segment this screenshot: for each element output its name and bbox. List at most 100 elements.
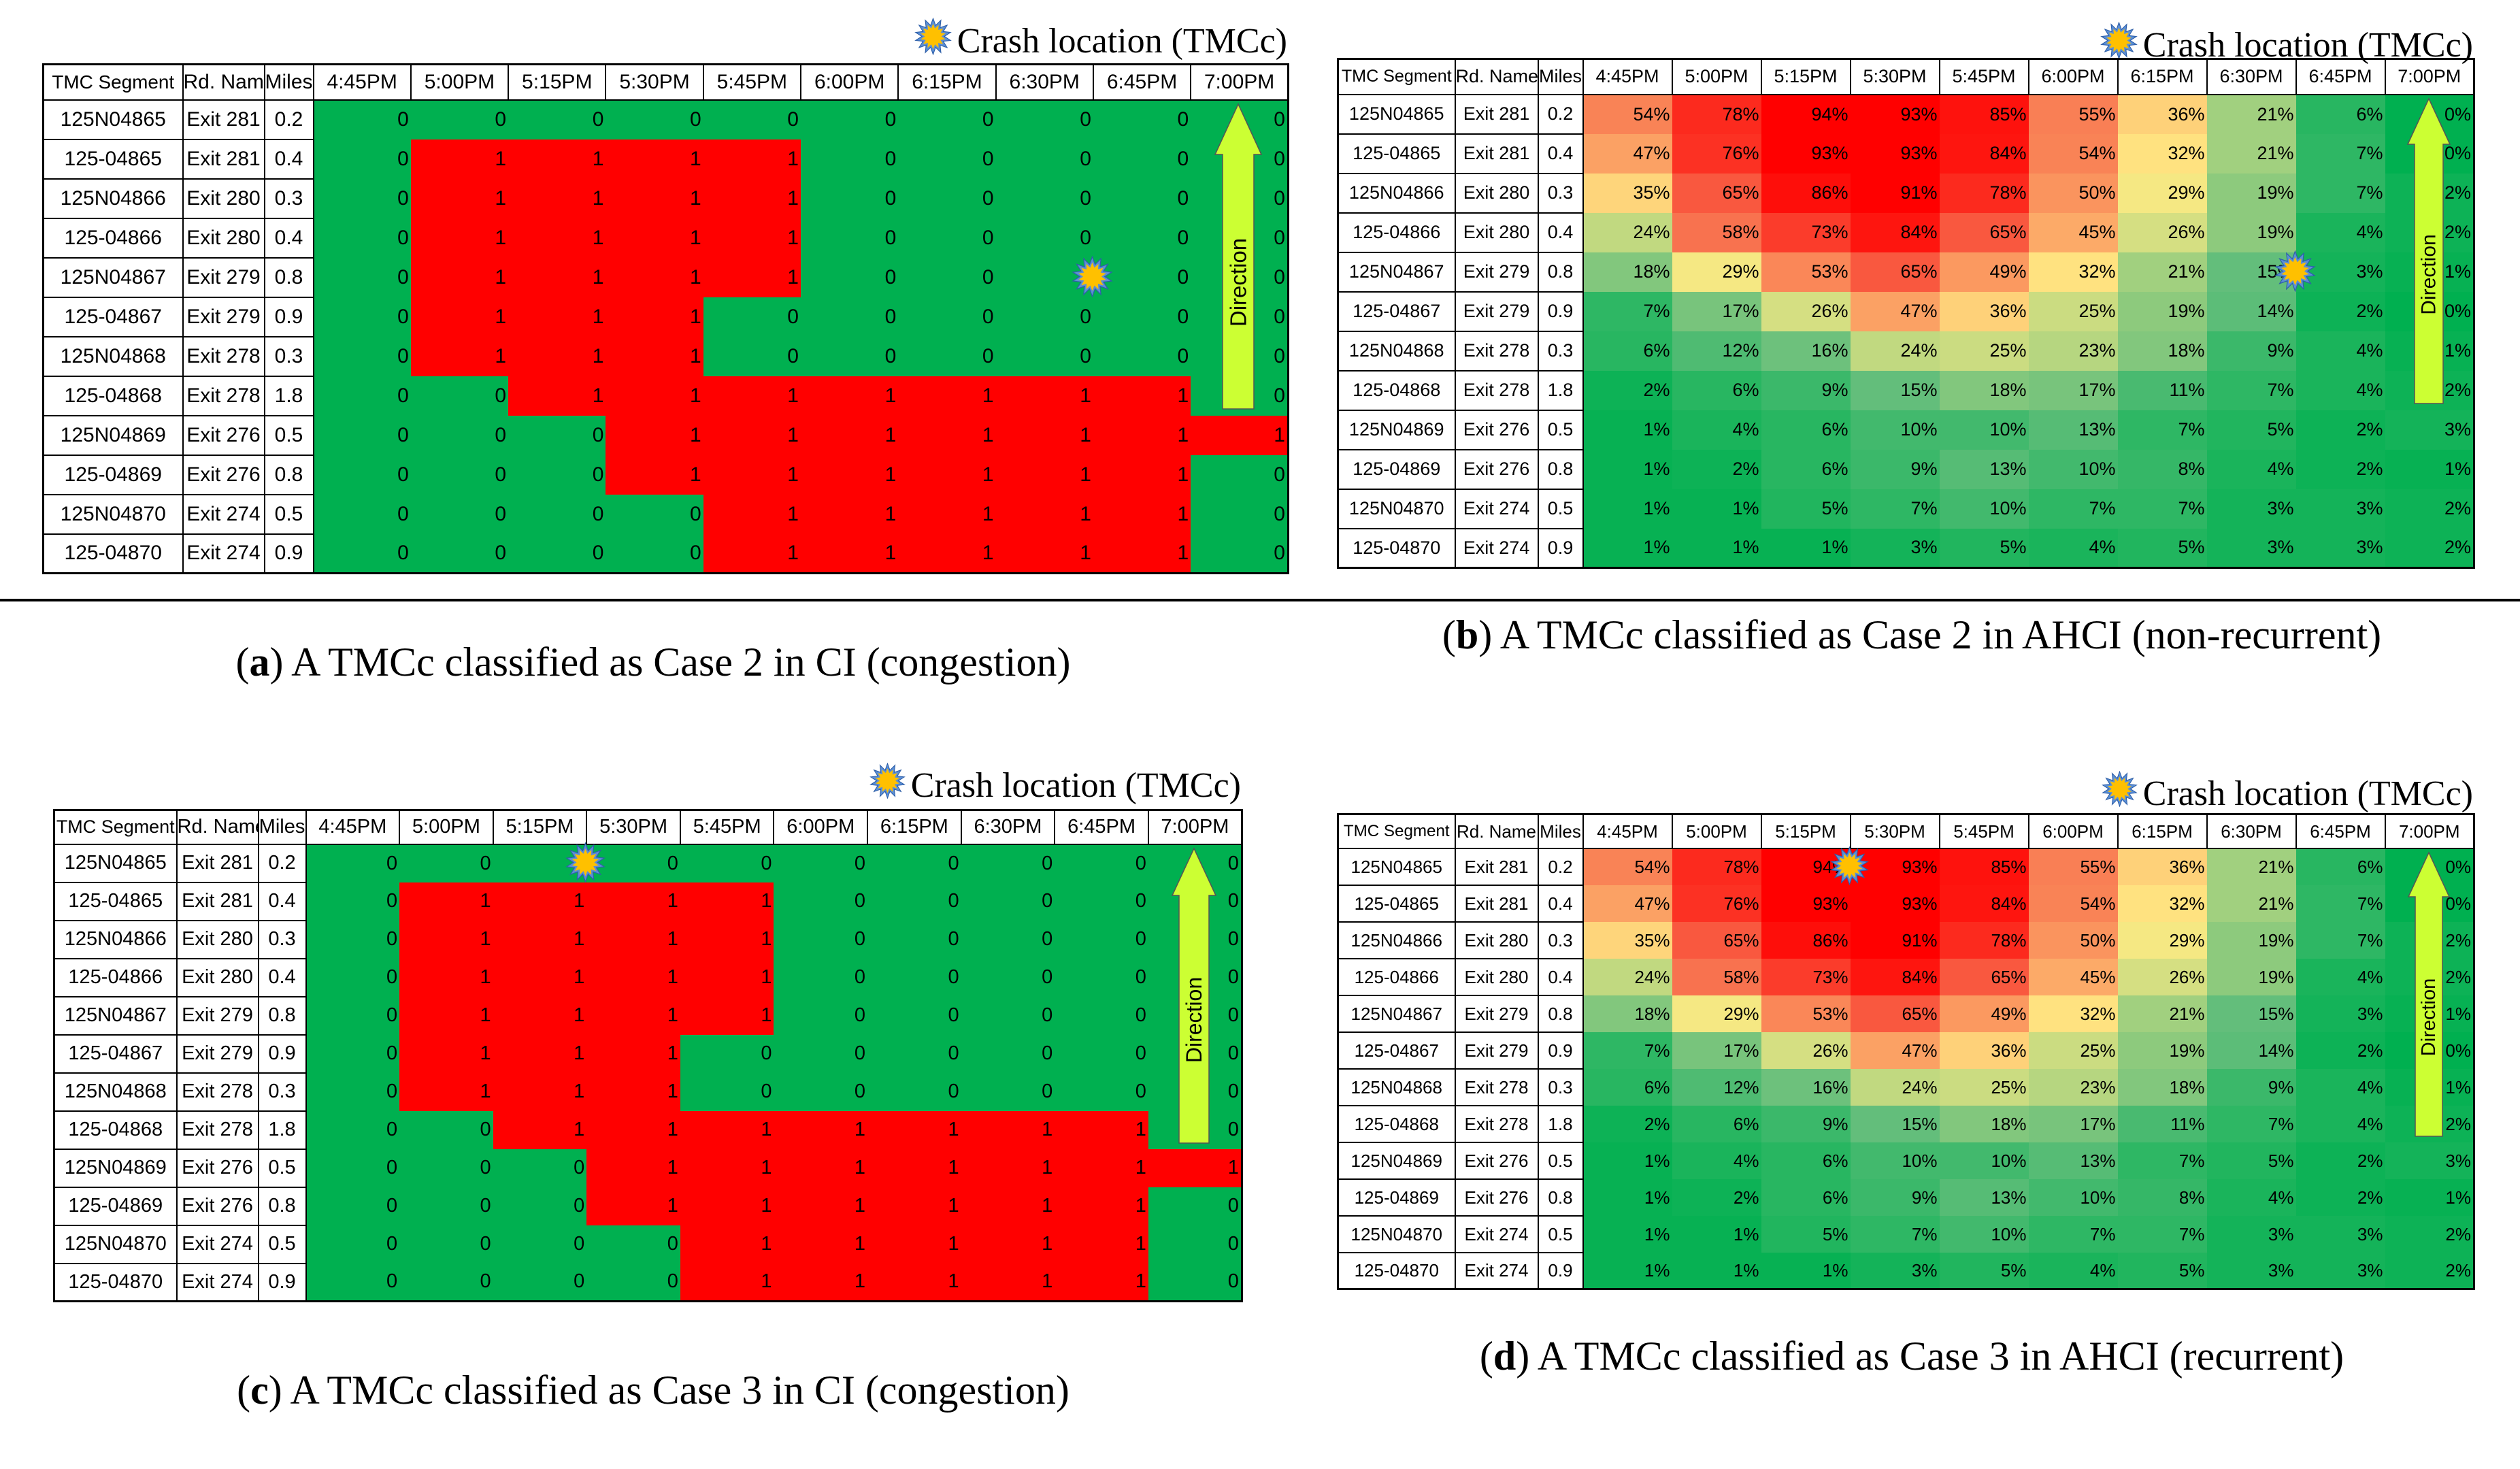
heatmap-cell: 0 bbox=[493, 1149, 587, 1187]
heatmap-cell: 0 bbox=[995, 139, 1093, 179]
segment-id: 125-04866 bbox=[53, 957, 178, 997]
heatmap-cell: 3% bbox=[2295, 1215, 2385, 1253]
header-tmc-segment: TMC Segment bbox=[1337, 813, 1456, 849]
header-tmc-segment: TMC Segment bbox=[1337, 58, 1456, 95]
heatmap-cell: 32% bbox=[2117, 133, 2207, 174]
heatmap-cell: 36% bbox=[1939, 1031, 2029, 1069]
heatmap-cell: 0 bbox=[313, 139, 411, 179]
road-name: Exit 274 bbox=[1454, 488, 1539, 529]
heatmap-cell: 7% bbox=[2117, 1215, 2207, 1253]
heatmap-cell: 32% bbox=[2028, 252, 2118, 292]
heatmap-cell: 0 bbox=[493, 844, 587, 882]
segment-id: 125-04869 bbox=[53, 1186, 178, 1226]
miles-value: 0.8 bbox=[1537, 251, 1584, 293]
road-name: Exit 274 bbox=[1454, 1251, 1539, 1290]
heatmap-cell: 21% bbox=[2206, 848, 2296, 885]
segment-id: 125-04867 bbox=[1337, 1031, 1456, 1070]
segment-id: 125-04870 bbox=[1337, 1251, 1456, 1290]
direction-arrow-icon: Direction bbox=[2407, 851, 2451, 1138]
heatmap-cell: 53% bbox=[1761, 252, 1851, 292]
table-row: 125N04865 Exit 281 0.2 54% 78% 94% 93% 85% 55% 36… bbox=[1337, 93, 2474, 135]
header-time: 5:15PM bbox=[1760, 58, 1851, 95]
heatmap-cell: 2% bbox=[1672, 449, 1761, 489]
heatmap-cell: 7% bbox=[2206, 370, 2296, 410]
miles-value: 0.2 bbox=[263, 99, 314, 140]
caption-c-letter: c bbox=[250, 1368, 269, 1413]
heatmap-cell: 0 bbox=[508, 99, 606, 139]
miles-value: 0.9 bbox=[257, 1262, 307, 1302]
heatmap-cell: 1 bbox=[867, 1149, 961, 1187]
header-rd-name: Rd. Name bbox=[1454, 813, 1539, 849]
heatmap-cell: 0 bbox=[399, 844, 493, 882]
road-name: Exit 279 bbox=[182, 296, 265, 337]
miles-value: 0.2 bbox=[1537, 847, 1584, 886]
header-rd-name: Rd. Name bbox=[176, 809, 259, 845]
heatmap-cell: 1 bbox=[680, 1110, 774, 1149]
heatmap-cell: 0 bbox=[313, 376, 411, 416]
heatmap-cell: 1 bbox=[774, 1149, 868, 1187]
heatmap-cell: 0 bbox=[1191, 455, 1289, 495]
heatmap-cell: 65% bbox=[1672, 921, 1761, 959]
segment-id: 125-04865 bbox=[1337, 133, 1456, 174]
heatmap-cell: 0 bbox=[995, 297, 1093, 337]
header-time: 6:30PM bbox=[995, 63, 1094, 101]
table-row: 125N04869 Exit 276 0.5 0 0 0 1 1 1 1 1 1 1 bbox=[53, 1148, 1242, 1188]
heatmap-cell: 65% bbox=[1850, 252, 1940, 292]
caption-b-letter: b bbox=[1455, 612, 1479, 657]
heatmap-cell: 93% bbox=[1761, 885, 1851, 922]
heatmap-cell: 0 bbox=[399, 1110, 493, 1149]
heatmap-cell: 1 bbox=[703, 178, 801, 218]
segment-id: 125N04867 bbox=[1337, 994, 1456, 1033]
heatmap-cell: 1 bbox=[774, 1187, 868, 1225]
road-name: Exit 274 bbox=[1454, 527, 1539, 569]
heatmap-cell: 0 bbox=[606, 99, 703, 139]
table-row: 125-04867 Exit 279 0.9 7% 17% 26% 47% 36% 25% 19%… bbox=[1337, 1031, 2474, 1070]
miles-value: 0.8 bbox=[263, 454, 314, 495]
heatmap-cell: 1 bbox=[800, 533, 899, 574]
heatmap-cell: 1 bbox=[399, 882, 493, 921]
heatmap-cell: 3% bbox=[2385, 410, 2474, 450]
miles-value: 0.3 bbox=[1537, 921, 1584, 959]
header-time: 5:15PM bbox=[1760, 813, 1851, 849]
heatmap-cell: 1 bbox=[1191, 415, 1289, 455]
road-name: Exit 278 bbox=[1454, 369, 1539, 411]
heatmap-cell: 6% bbox=[1761, 410, 1851, 450]
heatmap-cell: 1 bbox=[1055, 1225, 1148, 1264]
segment-id: 125-04865 bbox=[1337, 884, 1456, 923]
heatmap-cell: 7% bbox=[2117, 410, 2207, 450]
table-row: 125N04866 Exit 280 0.3 0 1 1 1 1 0 0 0 0 0 bbox=[42, 178, 1289, 219]
heatmap-cell: 24% bbox=[1850, 1068, 1940, 1106]
panel-b-ahci-case-2: Crash location (TMCc) TMC Segment Rd. Nam… bbox=[1337, 19, 2475, 569]
segment-id: 125N04870 bbox=[1337, 1215, 1456, 1253]
heatmap-cell: 0 bbox=[961, 958, 1055, 997]
header-tmc-segment: TMC Segment bbox=[53, 809, 178, 845]
heatmap-cell: 0 bbox=[898, 336, 996, 376]
heatmap-cell: 73% bbox=[1761, 958, 1851, 995]
header-time: 4:45PM bbox=[312, 63, 412, 101]
heatmap-cell: 0 bbox=[1093, 99, 1191, 139]
segment-id: 125N04865 bbox=[42, 99, 184, 140]
header-time: 5:45PM bbox=[702, 63, 801, 101]
miles-value: 0.5 bbox=[263, 414, 314, 456]
segment-id: 125-04868 bbox=[53, 1110, 178, 1150]
miles-value: 0.4 bbox=[257, 881, 307, 921]
heatmap-cell: 0 bbox=[995, 336, 1093, 376]
heatmap-cell: 1 bbox=[508, 257, 606, 297]
heatmap-cell: 4% bbox=[2206, 449, 2296, 489]
heatmap-cell: 4% bbox=[2295, 1105, 2385, 1142]
heatmap-cell: 1 bbox=[1093, 455, 1191, 495]
heatmap-cell: 15% bbox=[1850, 1105, 1940, 1142]
heatmap-cell: 3% bbox=[2385, 1142, 2474, 1179]
miles-value: 0.9 bbox=[1537, 1031, 1584, 1070]
miles-value: 1.8 bbox=[263, 375, 314, 416]
heatmap-cell: 1 bbox=[508, 178, 606, 218]
heatmap-cell: 5% bbox=[1939, 1252, 2029, 1289]
heatmap-cell: 3% bbox=[2206, 1252, 2296, 1289]
heatmap-cell: 0 bbox=[800, 139, 899, 179]
header-time: 4:45PM bbox=[1582, 58, 1673, 95]
crash-location-text: Crash location (TMCc) bbox=[2142, 774, 2473, 813]
heatmap-cell: 1 bbox=[508, 218, 606, 258]
heatmap-cell: 0 bbox=[1055, 882, 1148, 921]
heatmap-cell: 29% bbox=[1672, 252, 1761, 292]
